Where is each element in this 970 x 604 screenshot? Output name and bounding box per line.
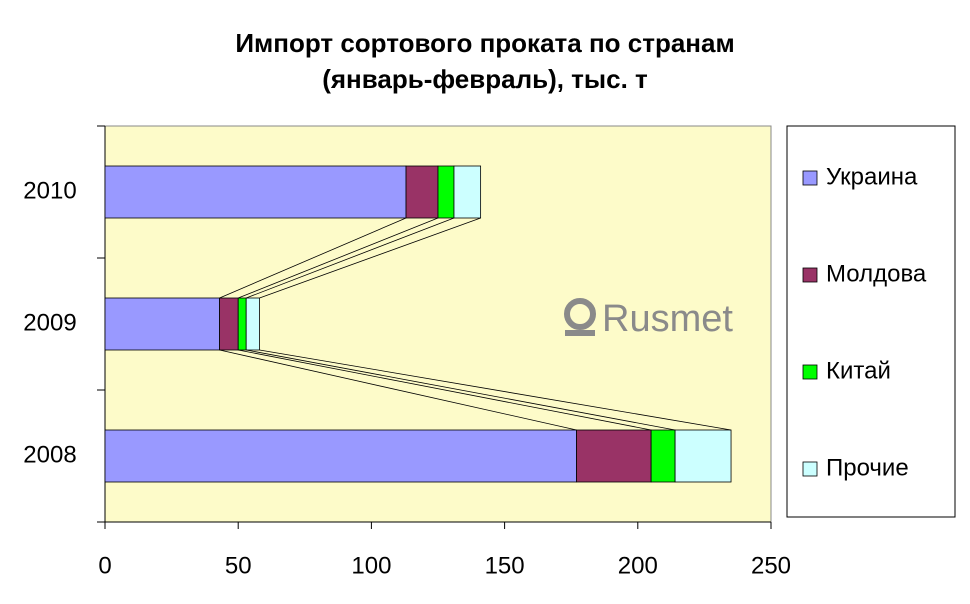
y-tick-label: 2010 (23, 177, 76, 204)
legend-swatch (802, 364, 818, 380)
bar (674, 429, 732, 483)
series-line (259, 217, 481, 299)
x-tick-label: 0 (98, 552, 111, 579)
bar (405, 165, 439, 219)
logo-base (565, 330, 595, 336)
watermark-logo (564, 298, 596, 336)
series-line (238, 217, 439, 299)
x-tick-label: 100 (351, 552, 391, 579)
bar (104, 165, 407, 219)
series-line (246, 349, 676, 431)
y-tick-label: 2009 (23, 309, 76, 336)
legend (786, 125, 956, 518)
legend-label: Молдова (826, 260, 927, 287)
bar (237, 297, 247, 351)
series-line (246, 217, 455, 299)
x-tick-label: 150 (485, 552, 525, 579)
chart-title: Импорт сортового проката по странам (235, 28, 734, 58)
bar (245, 297, 260, 351)
series-line (259, 349, 732, 431)
bar (437, 165, 455, 219)
series-line (219, 217, 407, 299)
bar (104, 429, 577, 483)
series-line (238, 349, 652, 431)
legend-label: Украина (826, 163, 918, 190)
y-tick-label: 2008 (23, 441, 76, 468)
bar (650, 429, 676, 483)
bar (104, 297, 220, 351)
x-tick-label: 250 (751, 552, 791, 579)
series-line (219, 349, 577, 431)
legend-label: Прочие (826, 454, 909, 481)
x-tick-label: 50 (225, 552, 252, 579)
bar (219, 297, 239, 351)
legend-swatch (802, 170, 818, 186)
logo-ring (564, 298, 596, 330)
bar (576, 429, 652, 483)
legend-swatch (802, 267, 818, 283)
legend-swatch (802, 461, 818, 477)
x-tick-label: 200 (618, 552, 658, 579)
legend-label: Китай (826, 357, 891, 384)
watermark: Rusmet (602, 298, 733, 340)
bar (453, 165, 482, 219)
chart-title: (январь-февраль), тыс. т (322, 64, 648, 94)
